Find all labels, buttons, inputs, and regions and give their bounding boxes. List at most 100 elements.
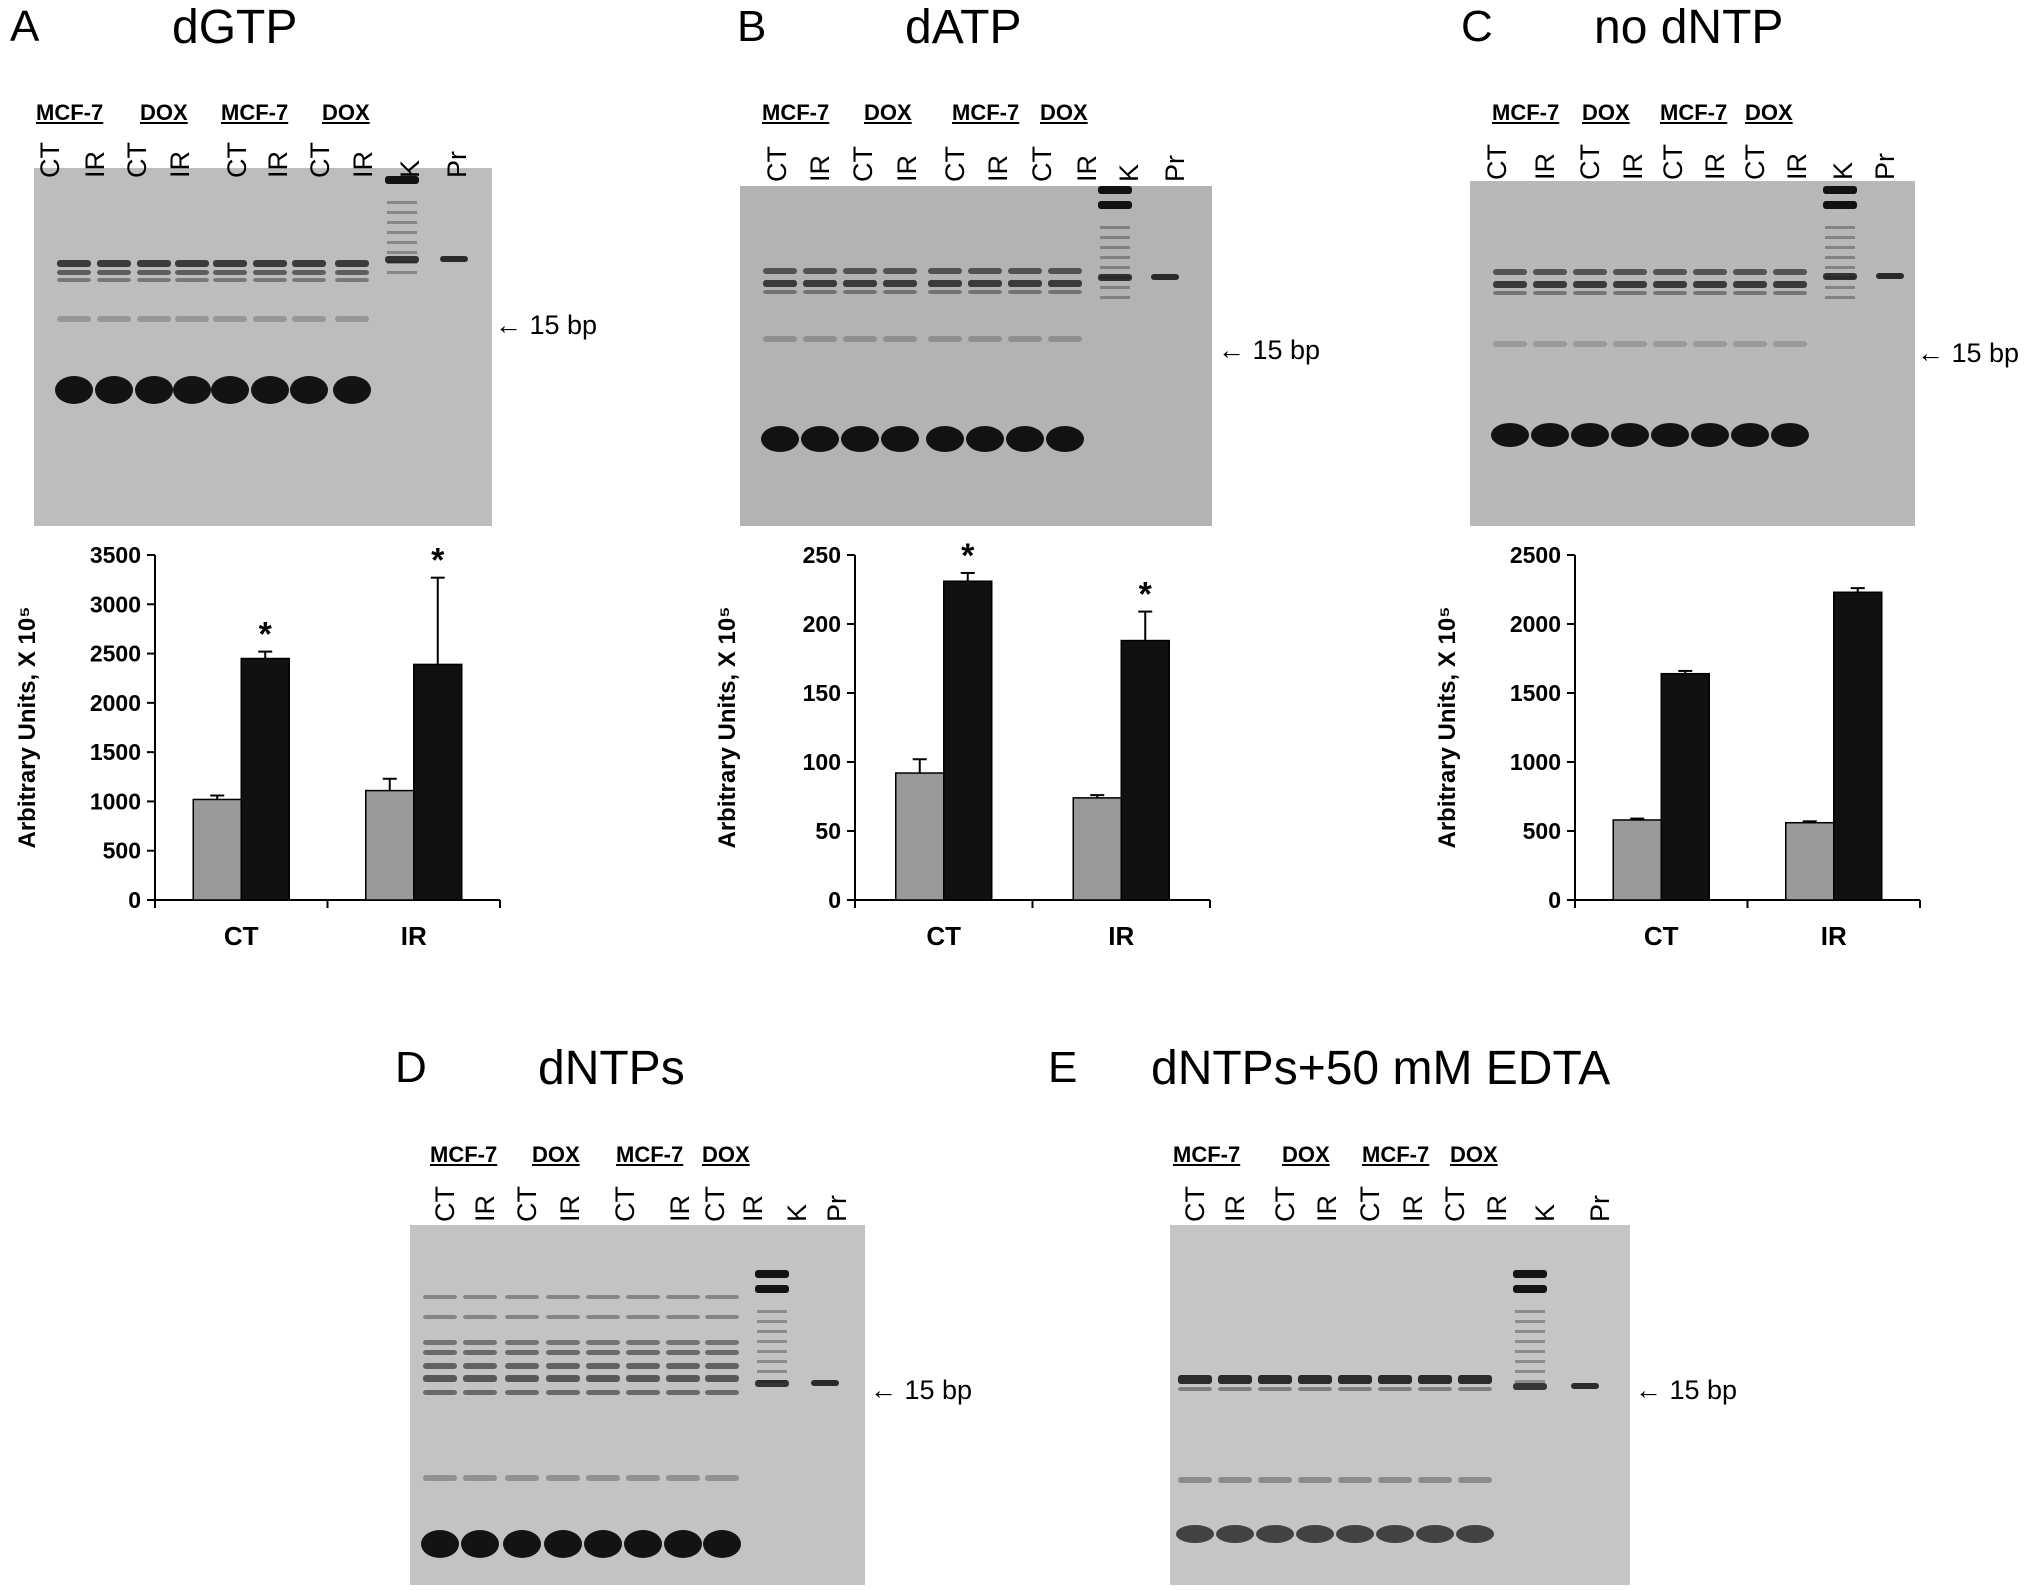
lane-label-b-4: IR <box>892 155 922 182</box>
lane-label-d-3: CT <box>512 1186 542 1222</box>
bar-a-IR-series2 <box>413 663 463 901</box>
marker-15bp-e: ← 15 bp <box>1635 1375 1738 1405</box>
bar-a-IR-series1 <box>365 789 415 901</box>
y-tick-label-c-0: 0 <box>1548 887 1561 913</box>
lane-label-c-2: IR <box>1530 153 1560 180</box>
group-label-c-3: MCF-7 <box>1660 100 1728 125</box>
lane-label-b-1: CT <box>762 146 792 182</box>
bar-c-IR-series1 <box>1785 821 1835 901</box>
group-label-a-3: MCF-7 <box>221 100 289 125</box>
y-tick-label-c-4: 2000 <box>1510 611 1561 637</box>
lane-label-a-3: CT <box>122 142 152 178</box>
lane-label-d-9: K <box>782 1203 812 1222</box>
lane-label-c-3: CT <box>1575 144 1605 180</box>
x-tick-label-a-1: IR <box>401 921 427 951</box>
marker-15bp-c: ← 15 bp <box>1917 338 2020 368</box>
y-axis-label-c: Arbitrary Units, X 10⁵ <box>1434 606 1461 848</box>
gel-image-c <box>1470 181 1915 526</box>
y-tick-label-b-4: 200 <box>803 611 841 637</box>
lane-label-b-8: IR <box>1072 155 1102 182</box>
marker-15bp-d: ← 15 bp <box>870 1375 973 1405</box>
lane-label-b-5: CT <box>940 146 970 182</box>
lane-label-e-2: IR <box>1220 1195 1250 1222</box>
bar-chart-a: Arbitrary Units, X 10⁵ 0 500 1000 1500 2000 25… <box>0 540 520 980</box>
y-tick-label-b-1: 50 <box>815 818 841 844</box>
x-tick-label-b-0: CT <box>926 921 961 951</box>
y-tick-label-a-3: 1500 <box>90 739 141 765</box>
y-tick-label-b-5: 250 <box>803 542 841 568</box>
group-label-d-2: DOX <box>532 1142 580 1167</box>
y-tick-label-a-1: 500 <box>103 838 141 864</box>
y-tick-label-c-3: 1500 <box>1510 680 1561 706</box>
group-label-e-2: DOX <box>1282 1142 1330 1167</box>
x-tick-label-b-1: IR <box>1108 921 1134 951</box>
lane-label-c-4: IR <box>1618 153 1648 180</box>
bar-chart-c: Arbitrary Units, X 10⁵ 0 500 1000 1500 2000 25… <box>1420 540 1940 980</box>
lane-label-c-6: IR <box>1700 153 1730 180</box>
y-tick-label-a-0: 0 <box>128 887 141 913</box>
lane-label-e-8: IR <box>1482 1195 1512 1222</box>
group-label-e-1: MCF-7 <box>1173 1142 1241 1167</box>
bar-c-CT-series1 <box>1612 819 1662 901</box>
lane-label-d-7: CT <box>700 1186 730 1222</box>
group-label-e-3: MCF-7 <box>1362 1142 1430 1167</box>
bar-chart-b: Arbitrary Units, X 10⁵ 0 50 100 150 200 250 CT *… <box>700 537 1230 980</box>
lane-label-a-9: K <box>395 159 425 178</box>
lane-label-a-5: CT <box>222 142 252 178</box>
bar-c-CT-series2 <box>1660 672 1710 901</box>
bar-c-IR-series2 <box>1833 591 1883 901</box>
lane-label-a-8: IR <box>348 151 378 178</box>
y-tick-label-a-6: 3000 <box>90 591 141 617</box>
lane-label-b-10: Pr <box>1160 155 1190 182</box>
lane-label-d-10: Pr <box>822 1195 852 1222</box>
lane-label-e-3: CT <box>1270 1186 1300 1222</box>
y-tick-label-b-0: 0 <box>828 887 841 913</box>
y-tick-label-b-3: 150 <box>803 680 841 706</box>
x-tick-label-c-0: CT <box>1644 921 1679 951</box>
group-label-c-4: DOX <box>1745 100 1793 125</box>
group-label-a-2: DOX <box>140 100 188 125</box>
lane-label-c-8: IR <box>1782 153 1812 180</box>
lane-label-b-6: IR <box>983 155 1013 182</box>
group-label-d-1: MCF-7 <box>430 1142 498 1167</box>
group-label-a-1: MCF-7 <box>36 100 104 125</box>
group-label-a-4: DOX <box>322 100 370 125</box>
gel-image-e <box>1170 1225 1630 1585</box>
y-tick-label-a-2: 1000 <box>90 788 141 814</box>
lane-label-d-2: IR <box>470 1195 500 1222</box>
lane-label-e-9: K <box>1530 1203 1560 1222</box>
x-tick-label-c-1: IR <box>1821 921 1847 951</box>
y-tick-label-a-4: 2000 <box>90 690 141 716</box>
panel-letter-e: E <box>1048 1043 1078 1092</box>
y-axis-label-a: Arbitrary Units, X 10⁵ <box>14 606 41 848</box>
group-label-b-3: MCF-7 <box>952 100 1020 125</box>
panel-letter-c: C <box>1461 2 1493 51</box>
lane-label-c-5: CT <box>1658 144 1688 180</box>
bar-b-CT-series1 <box>895 772 945 901</box>
panel-letter-a: A <box>10 2 40 51</box>
marker-15bp-b: ← 15 bp <box>1218 335 1321 365</box>
lane-label-c-10: Pr <box>1870 153 1900 180</box>
bar-a-CT-series2 <box>240 657 290 901</box>
lane-label-e-5: CT <box>1355 1186 1385 1222</box>
lane-label-d-6: IR <box>665 1195 695 1222</box>
group-label-d-3: MCF-7 <box>616 1142 684 1167</box>
panel-title-d: dNTPs <box>538 1042 685 1095</box>
significance-star-a-IR: * <box>431 542 445 580</box>
lane-label-a-7: CT <box>305 142 335 178</box>
lane-label-c-9: K <box>1828 161 1858 180</box>
group-label-b-4: DOX <box>1040 100 1088 125</box>
gel-image-a <box>34 168 492 526</box>
lane-label-a-2: IR <box>80 151 110 178</box>
y-tick-label-a-5: 2500 <box>90 641 141 667</box>
group-label-c-2: DOX <box>1582 100 1630 125</box>
panel-title-a: dGTP <box>172 1 298 54</box>
panel-letter-d: D <box>395 1043 427 1092</box>
group-label-b-2: DOX <box>864 100 912 125</box>
significance-star-b-IR: * <box>1139 576 1153 614</box>
lane-label-e-6: IR <box>1398 1195 1428 1222</box>
group-label-e-4: DOX <box>1450 1142 1498 1167</box>
y-tick-label-c-2: 1000 <box>1510 749 1561 775</box>
panel-title-c: no dNTP <box>1594 1 1784 54</box>
y-axis-label-b: Arbitrary Units, X 10⁵ <box>714 606 741 848</box>
